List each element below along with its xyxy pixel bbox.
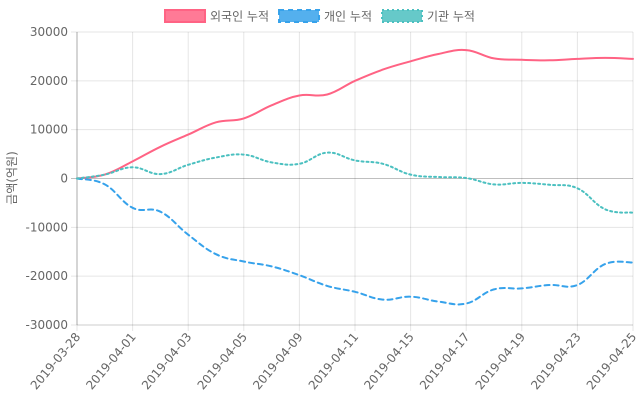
y-axis-ticks: 30000 20000 10000 0 -10000 -20000 -30000 <box>25 25 68 332</box>
legend-item-3: 기관 누적 <box>382 10 475 24</box>
legend-item-2: 개인 누적 <box>279 10 372 24</box>
y-tick-label: 0 <box>60 172 68 186</box>
y-tick-label: 10000 <box>30 123 68 137</box>
gridlines <box>71 32 633 331</box>
x-tick-label: 2019-04-05 <box>195 330 251 392</box>
legend-swatch <box>279 10 319 22</box>
x-tick-label: 2019-04-09 <box>250 330 306 392</box>
y-tick-label: -20000 <box>25 269 68 283</box>
y-axis-label: 금액(억원) <box>5 151 19 205</box>
x-tick-label: 2019-04-11 <box>306 330 362 392</box>
legend-swatch <box>382 10 422 22</box>
x-tick-label: 2019-03-28 <box>28 330 84 392</box>
x-tick-label: 2019-04-17 <box>417 330 473 392</box>
legend-label: 기관 누적 <box>427 10 475 24</box>
x-tick-label: 2019-04-15 <box>361 330 417 392</box>
legend: 외국인 누적 개인 누적 기관 누적 <box>165 10 475 24</box>
y-tick-label: 30000 <box>30 25 68 39</box>
legend-label: 외국인 누적 <box>210 10 269 24</box>
y-tick-label: 20000 <box>30 74 68 88</box>
x-tick-label: 2019-04-19 <box>473 330 529 392</box>
x-tick-label: 2019-04-25 <box>584 330 640 392</box>
x-tick-label: 2019-04-01 <box>83 330 139 392</box>
legend-swatch <box>165 10 205 22</box>
y-tick-label: -30000 <box>25 318 68 332</box>
legend-label: 개인 누적 <box>324 10 372 24</box>
legend-item-1: 외국인 누적 <box>165 10 269 24</box>
x-tick-label: 2019-04-03 <box>139 330 195 392</box>
x-tick-label: 2019-04-23 <box>528 330 584 392</box>
y-tick-label: -10000 <box>25 220 68 234</box>
